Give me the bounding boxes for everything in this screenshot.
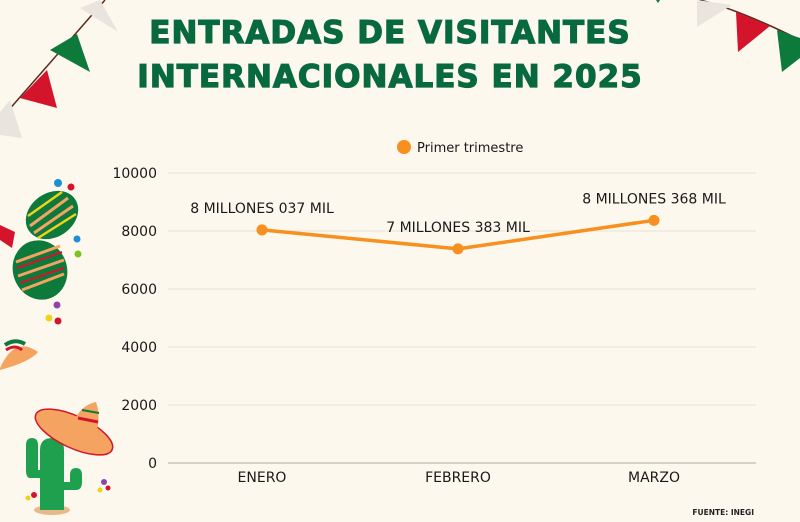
bunting-left-icon [0,0,118,138]
data-label: 8 MILLONES 368 MIL [582,191,726,207]
legend-label: Primer trimestre [417,141,523,156]
legend: Primer trimestre [397,140,523,156]
chart-title-line-1: ENTRADAS DE VISITANTES [149,14,631,51]
source-note: FUENTE: INEGI [692,508,754,517]
gridlines [168,172,756,464]
x-axis-ticks: ENERO FEBRERO MARZO [238,470,680,486]
y-tick-label: 8000 [121,224,157,240]
bunting-right-icon [656,0,800,72]
taco-icon [0,339,38,370]
maracas-icon [0,179,82,325]
cactus-sombrero-icon [25,402,114,515]
y-tick-label: 4000 [121,340,157,356]
x-tick-label: ENERO [238,470,287,486]
data-point[interactable] [452,243,464,255]
y-axis-ticks: 0 2000 4000 6000 8000 10000 [112,166,157,472]
data-label: 7 MILLONES 383 MIL [386,220,530,236]
data-point[interactable] [256,224,268,236]
data-labels: 8 MILLONES 037 MIL 7 MILLONES 383 MIL 8 MI… [190,191,726,236]
data-point[interactable] [648,214,660,226]
series-primer-trimestre [256,214,660,255]
x-tick-label: MARZO [628,470,680,486]
data-label: 8 MILLONES 037 MIL [190,201,334,217]
y-tick-label: 2000 [121,398,157,414]
legend-swatch [397,140,411,154]
chart-title-line-2: INTERNACIONALES EN 2025 [137,58,643,95]
y-tick-label: 0 [148,456,157,472]
x-tick-label: FEBRERO [425,470,491,486]
y-tick-label: 6000 [121,282,157,298]
y-tick-label: 10000 [112,166,157,182]
